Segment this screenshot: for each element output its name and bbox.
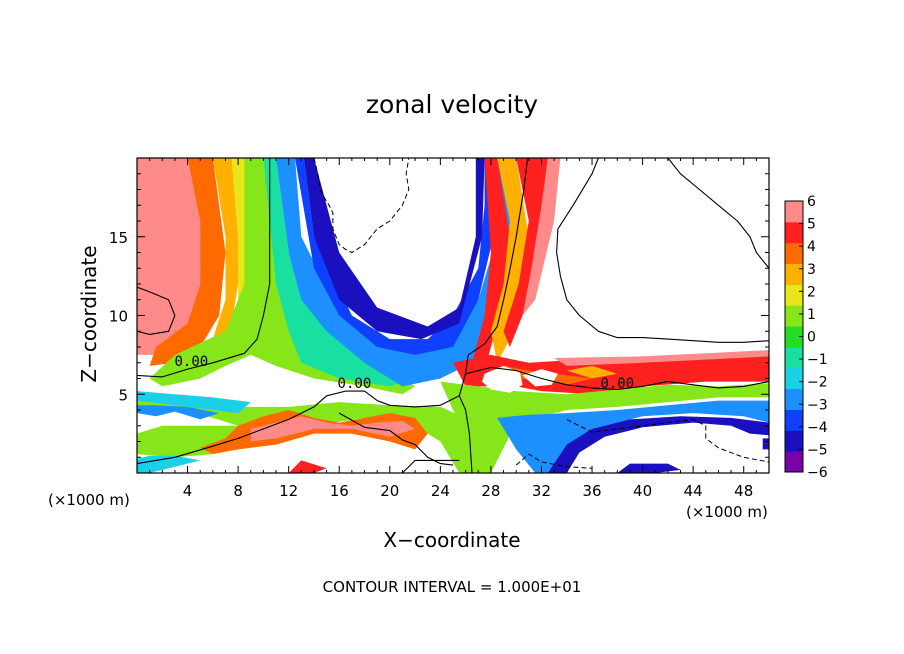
contour-line-1 xyxy=(137,158,529,465)
velocity-region-7 xyxy=(295,158,498,355)
colorbar-swatch-10 xyxy=(785,242,803,265)
velocity-region-24 xyxy=(547,416,769,473)
colorbar-tick-label-8: −2 xyxy=(807,375,828,391)
colorbar-swatch-4 xyxy=(785,367,803,390)
velocity-region-22 xyxy=(440,381,769,473)
x-axis-unit-left: (×1000 m) xyxy=(48,491,130,509)
velocity-region-10 xyxy=(137,391,251,414)
contour-line-3 xyxy=(458,395,473,473)
colorbar-swatch-1 xyxy=(785,430,803,452)
colorbar-tick-label-4: 2 xyxy=(807,284,816,300)
x-tick-label-7: 32 xyxy=(532,482,551,500)
colorbar-swatch-0 xyxy=(785,451,803,473)
contour-line-6 xyxy=(137,286,176,335)
y-tick-label-2: 15 xyxy=(109,229,128,247)
colorbar-swatch-6 xyxy=(785,326,803,348)
velocity-region-12 xyxy=(200,410,428,455)
colorbar-tick-label-1: 5 xyxy=(807,217,816,233)
x-axis-label: X−coordinate xyxy=(383,528,520,552)
x-tick-label-2: 12 xyxy=(279,482,298,500)
colorbar-swatch-3 xyxy=(785,388,803,410)
velocity-region-23 xyxy=(497,400,769,473)
velocity-fill-layer xyxy=(137,158,769,473)
colorbar-swatch-12 xyxy=(785,201,803,223)
contour-line-dashed-1 xyxy=(566,418,769,463)
zero-region-0 xyxy=(482,365,523,393)
contour-interval-note: CONTOUR INTERVAL = 1.000E+01 xyxy=(323,578,582,596)
colorbar xyxy=(785,201,803,473)
velocity-region-27 xyxy=(566,365,618,379)
x-axis-ticks: 4 8 12 16 20 24 28 32 36 40 44 48 xyxy=(149,158,757,500)
velocity-region-15 xyxy=(137,455,201,473)
colorbar-swatch-8 xyxy=(785,284,803,306)
x-tick-label-11: 48 xyxy=(734,482,753,500)
colorbar-tick-label-11: −5 xyxy=(807,442,828,458)
velocity-region-2 xyxy=(187,158,241,366)
contour-line-7 xyxy=(338,412,454,466)
y-axis-ticks: 5 10 15 xyxy=(109,173,769,458)
contour-line-5 xyxy=(667,158,769,269)
x-tick-label-9: 40 xyxy=(633,482,652,500)
colorbar-tick-label-7: −1 xyxy=(807,352,828,368)
contour-line-2 xyxy=(465,366,769,391)
velocity-region-8 xyxy=(303,158,485,340)
x-tick-label-1: 8 xyxy=(233,482,243,500)
colorbar-tick-label-10: −4 xyxy=(807,420,828,436)
contour-line-dashed-2 xyxy=(515,453,593,469)
x-tick-label-4: 20 xyxy=(380,482,399,500)
contour-line-8 xyxy=(402,459,460,473)
x-tick-label-3: 16 xyxy=(330,482,349,500)
zero-region-2 xyxy=(212,372,245,385)
x-tick-label-8: 36 xyxy=(582,482,601,500)
velocity-region-5 xyxy=(263,158,416,387)
colorbar-swatch-11 xyxy=(785,221,803,244)
colorbar-swatch-9 xyxy=(785,263,803,285)
y-tick-label-1: 10 xyxy=(109,308,128,326)
colorbar-tick-label-9: −3 xyxy=(807,397,828,413)
x-tick-label-6: 28 xyxy=(481,482,500,500)
y-axis-label: Z−coordinate xyxy=(77,245,101,382)
x-tick-label-10: 44 xyxy=(684,482,703,500)
velocity-region-13 xyxy=(250,416,416,442)
colorbar-tick-label-5: 1 xyxy=(807,307,816,323)
velocity-region-29 xyxy=(762,438,769,450)
contour-line-dashed-0 xyxy=(313,158,410,254)
velocity-region-1 xyxy=(149,158,226,366)
y-tick-label-0: 5 xyxy=(118,386,128,404)
velocity-region-14 xyxy=(288,460,327,473)
contour-label-2: 0.00 xyxy=(600,376,634,392)
colorbar-tick-label-2: 4 xyxy=(807,239,816,255)
colorbar-swatch-2 xyxy=(785,409,803,431)
x-tick-label-0: 4 xyxy=(183,482,193,500)
contour-line-4 xyxy=(556,158,769,343)
velocity-region-11 xyxy=(137,405,220,420)
contour-line-0 xyxy=(137,158,271,378)
velocity-region-16 xyxy=(472,158,510,387)
velocity-region-4 xyxy=(149,158,416,395)
colorbar-tick-label-3: 3 xyxy=(807,262,816,278)
colorbar-tick-label-6: 0 xyxy=(807,330,816,346)
contour-label-0: 0.00 xyxy=(174,354,208,370)
contour-label-1: 0.00 xyxy=(338,376,372,392)
velocity-region-18 xyxy=(503,158,548,347)
x-axis-unit-right: (×1000 m) xyxy=(686,503,768,521)
velocity-region-26 xyxy=(174,158,201,316)
velocity-region-21 xyxy=(554,350,769,366)
chart-title: zonal velocity xyxy=(366,90,538,119)
velocity-region-28 xyxy=(617,463,681,473)
colorbar-swatch-5 xyxy=(785,346,803,369)
velocity-region-19 xyxy=(522,158,561,316)
contour-label-layer: 0.00 0.00 0.00 xyxy=(174,354,634,392)
colorbar-ticks: 6 5 4 3 2 1 0 −1 −2 −3 −4 −5 −6 xyxy=(799,194,828,481)
colorbar-tick-label-12: −6 xyxy=(807,465,828,481)
contour-line-layer xyxy=(137,158,769,473)
x-tick-label-5: 24 xyxy=(431,482,450,500)
velocity-region-9 xyxy=(137,391,479,473)
colorbar-swatch-7 xyxy=(785,305,803,327)
colorbar-tick-label-0: 6 xyxy=(807,194,816,210)
